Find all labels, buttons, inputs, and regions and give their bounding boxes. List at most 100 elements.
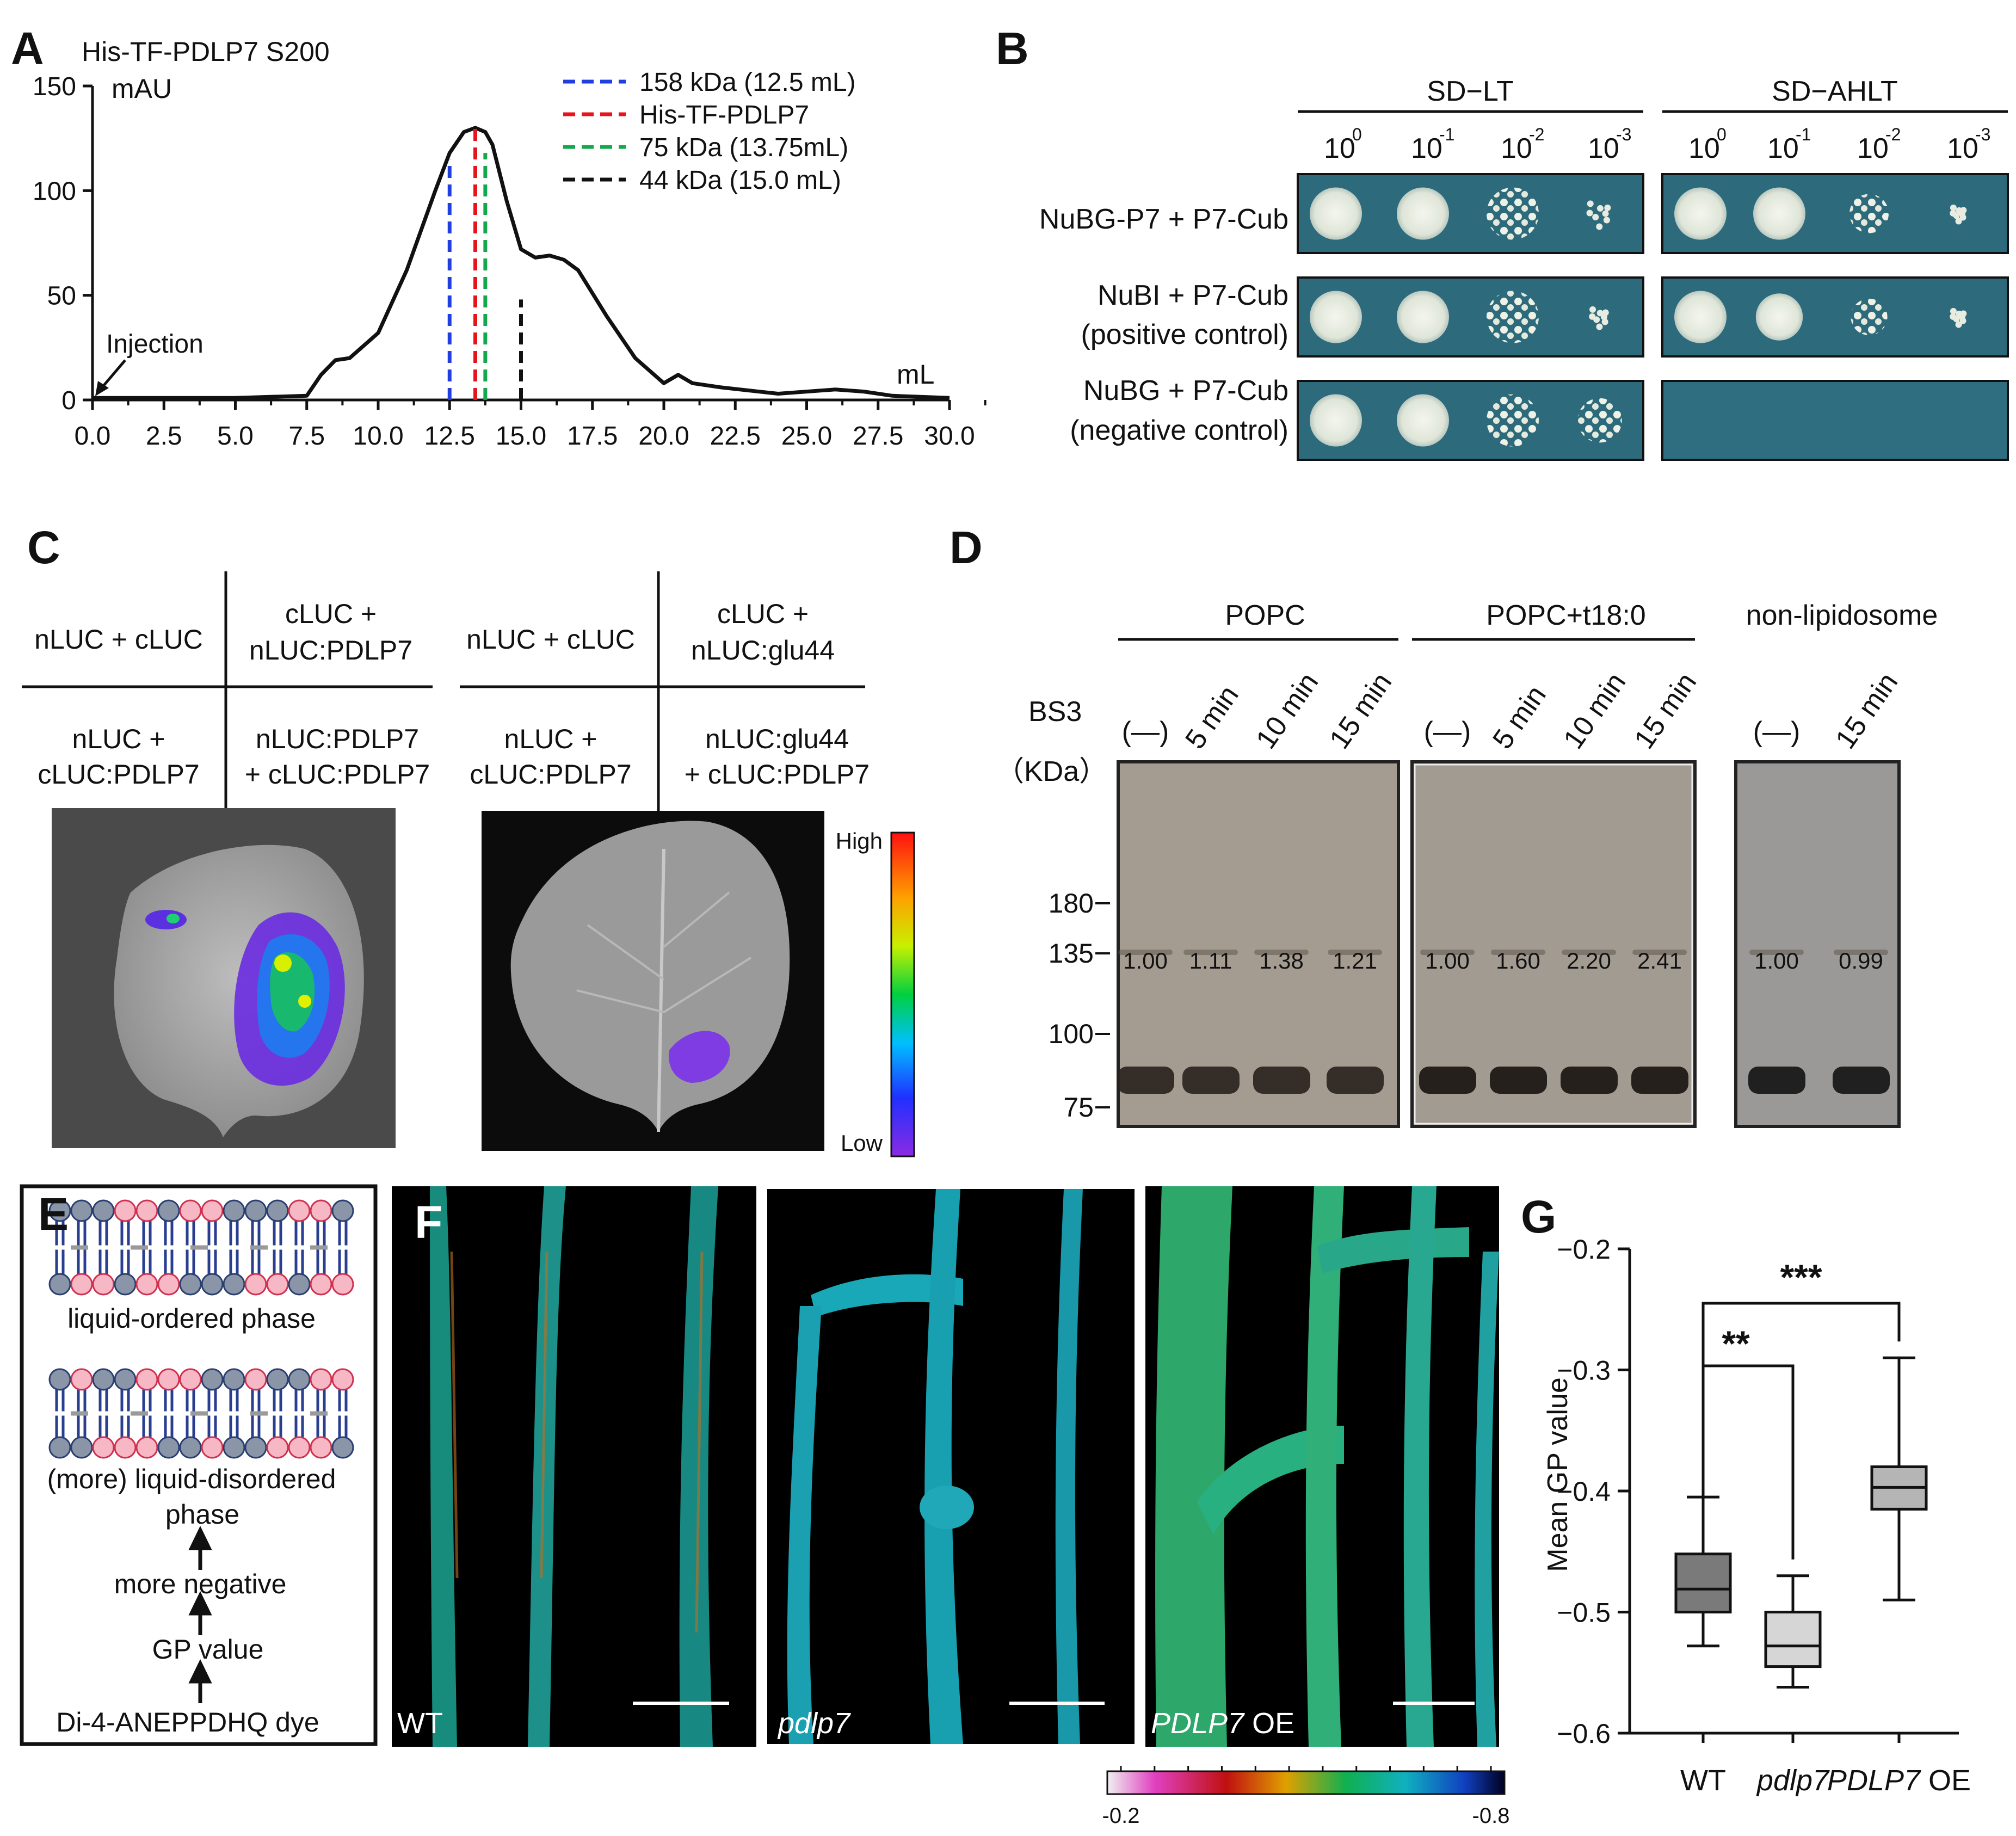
mw-marker-label: 135 (1049, 938, 1094, 969)
c-right-bl1: nLUC + (504, 724, 597, 754)
lipid-head (157, 1199, 180, 1222)
x-tick-label: 10.0 (353, 422, 403, 451)
gp-image-wt: WT (392, 1186, 756, 1747)
injection-arrow (100, 359, 126, 390)
lipid-head (288, 1273, 311, 1296)
x-tick-label: 17.5 (567, 422, 618, 451)
band-135kda (1632, 950, 1687, 955)
lipid-head (310, 1199, 332, 1222)
step-gp-value: GP value (152, 1634, 264, 1665)
dilution-exponent: -3 (1975, 125, 1990, 144)
lane-label-time: 15 min (1628, 667, 1703, 755)
kda-label: （KDa） (996, 756, 1107, 787)
lipid-head (114, 1436, 137, 1459)
sig-wt-oe: *** (1780, 1257, 1822, 1297)
colony-spot (1674, 187, 1727, 240)
colony-spot (1397, 291, 1449, 343)
lipid-head (70, 1199, 93, 1222)
band-75kda (1419, 1067, 1476, 1094)
colony-dot (1589, 306, 1596, 313)
d-group-popc-t18: POPC+t18:0 (1486, 600, 1645, 631)
lipid-head (288, 1436, 311, 1459)
mw-marker-label: 75 (1063, 1092, 1094, 1123)
band-ratio: 1.11 (1189, 948, 1232, 974)
g-x-label-wt: WT (1680, 1764, 1726, 1797)
dilution-label: 10 (1588, 133, 1619, 164)
lipid-head (179, 1436, 202, 1459)
band-135kda (1420, 950, 1475, 955)
chromatogram-line (93, 126, 950, 400)
cholesterol (131, 1411, 148, 1416)
lipid-head (179, 1199, 202, 1222)
lipid-head (331, 1436, 354, 1459)
cholesterol (71, 1245, 88, 1250)
lipid-head (70, 1273, 93, 1296)
yeast-plates (1297, 173, 2009, 461)
dilution-label: 10 (1767, 133, 1799, 164)
panel-c: C nLUC + cLUC cLUC + nLUC:PDLP7 nLUC + c… (22, 522, 915, 1157)
colony-dot (1592, 213, 1599, 220)
dilution-exponent: -1 (1439, 125, 1454, 144)
cholesterol (190, 1245, 208, 1250)
panel-f: WT F pdlp7 PDLP7 OE -0 (392, 1186, 1509, 1828)
dilution-exponent: -1 (1796, 125, 1811, 144)
cholesterol (250, 1245, 268, 1250)
lipid-head (266, 1436, 289, 1459)
colony-spot (1851, 298, 1888, 336)
group-label-sdlt: SD−LT (1427, 76, 1513, 107)
band-ratio: 1.38 (1259, 948, 1304, 974)
lipid-head (223, 1273, 245, 1296)
dilution-exponent: 0 (1352, 125, 1362, 144)
chromatogram-legend: 158 kDa (12.5 mL) His-TF-PDLP7 75 kDa (13.… (563, 68, 856, 195)
lane-label-control: (—) (1753, 716, 1801, 748)
y-tick-label: 50 (47, 282, 76, 311)
gp-image-label-oe: PDLP7 OE (1151, 1707, 1294, 1740)
chromatogram-axes: 0.0 2.5 5.0 7.5 10.0 12.5 15.0 17.5 20.0 22.5 25.0… (33, 72, 987, 451)
colony-dot (1959, 317, 1966, 324)
legend-text-2: His-TF-PDLP7 (639, 101, 809, 130)
cholesterol (310, 1411, 328, 1416)
lipid-head (157, 1273, 180, 1296)
lipid-head (70, 1436, 93, 1459)
lipid-head (310, 1368, 332, 1391)
lipid-head (244, 1436, 267, 1459)
luminescence-colorbar (890, 831, 915, 1157)
g-y-axis-label: Mean GP value (1542, 1377, 1574, 1572)
x-tick-label: 27.5 (853, 422, 903, 451)
lane-label-time: 5 min (1487, 680, 1552, 754)
g-x-label-oe-suffix: OE (1920, 1764, 1971, 1797)
panel-label-g: G (1521, 1191, 1556, 1242)
colony-spot (1310, 291, 1362, 343)
cholesterol (190, 1411, 208, 1416)
c-left-tl: nLUC + cLUC (34, 624, 203, 655)
dilution-label: 10 (1501, 133, 1532, 164)
colony-dot (1603, 217, 1610, 224)
colony-dot (1950, 204, 1957, 211)
lipid-head (201, 1199, 224, 1222)
row-label-3a: NuBG + P7-Cub (1083, 375, 1288, 406)
lipid-head (201, 1368, 224, 1391)
lipid-head (288, 1199, 311, 1222)
x-tick-label: 5.0 (217, 422, 254, 451)
lipid-head (48, 1368, 71, 1391)
lipid-head (201, 1273, 224, 1296)
colony-dot (1950, 313, 1957, 320)
lipid-bilayers (48, 1199, 354, 1459)
chromatogram-title: His-TF-PDLP7 S200 (82, 36, 330, 67)
colony-dot (1959, 214, 1966, 221)
dilution-exponent: -2 (1885, 125, 1901, 144)
band-ratio: 1.00 (1754, 948, 1799, 974)
c-left-br2: + cLUC:PDLP7 (245, 759, 430, 790)
blot-non-lipidosome (1734, 760, 1901, 1128)
sig-wt-pdlp7: ** (1722, 1323, 1750, 1364)
band-ratio: 0.99 (1839, 948, 1883, 974)
panel-label-e: E (38, 1188, 69, 1240)
lane-label-time: 15 min (1323, 667, 1398, 755)
c-left-tr1: cLUC + (285, 599, 377, 629)
colony-dot (1587, 200, 1594, 207)
injection-label: Injection (106, 330, 204, 359)
d-group-nonlipid: non-lipidosome (1746, 600, 1938, 631)
cholesterol (310, 1245, 328, 1250)
colony-dot (1596, 223, 1603, 230)
